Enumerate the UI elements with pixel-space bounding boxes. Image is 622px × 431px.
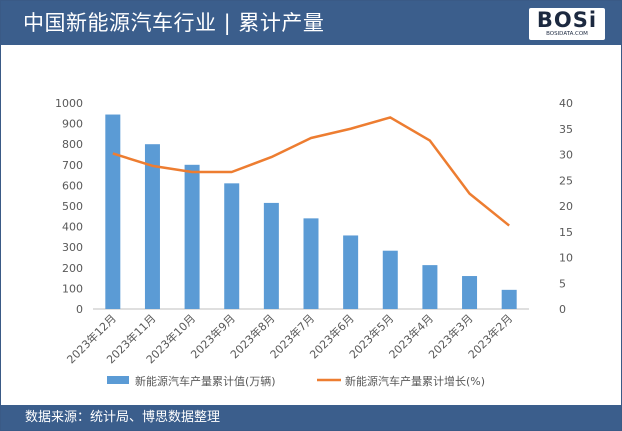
bar	[422, 265, 438, 309]
left-tick-label: 800	[62, 138, 83, 151]
left-tick-label: 100	[62, 282, 83, 295]
line-series	[112, 116, 510, 227]
right-axis-ticks: 0 5 10 15 20 25 30 35 40	[559, 97, 573, 316]
left-tick-label: 0	[76, 303, 83, 316]
bar	[263, 202, 279, 309]
left-tick-label: 700	[62, 159, 83, 172]
brand-logo: BOSi BOSIDATA.COM	[529, 8, 605, 40]
right-tick-label: 25	[559, 174, 573, 187]
legend-bar-swatch	[107, 376, 129, 384]
left-tick-label: 300	[62, 241, 83, 254]
right-tick-label: 30	[559, 149, 573, 162]
bar	[501, 289, 517, 309]
bar-series	[105, 114, 517, 309]
right-tick-label: 40	[559, 97, 573, 110]
left-axis-ticks: 0 100 200 300 400 500 600 700 800 900 1000	[55, 97, 83, 316]
legend-bar-label: 新能源汽车产量累计值(万辆)	[135, 374, 276, 388]
legend-line-label: 新能源汽车产量累计增长(%)	[345, 374, 485, 388]
left-tick-label: 900	[62, 118, 83, 131]
bar	[105, 114, 121, 309]
chart-svg: 0 100 200 300 400 500 600 700 800 900 1000 0 5 10 15 2…	[55, 97, 573, 388]
bar	[224, 183, 240, 309]
bar	[144, 144, 160, 309]
left-tick-label: 1000	[55, 97, 83, 110]
left-tick-label: 400	[62, 221, 83, 234]
page-title: 中国新能源汽车行业 | 累计产量	[23, 11, 325, 35]
footer-bar: 数据来源：统计局、博思数据整理	[1, 405, 621, 430]
right-tick-label: 20	[559, 200, 573, 213]
bar	[462, 276, 478, 309]
logo-subtext: BOSIDATA.COM	[546, 31, 588, 37]
right-tick-label: 0	[559, 303, 566, 316]
header-bar: 中国新能源汽车行业 | 累计产量 BOSi BOSIDATA.COM	[1, 1, 621, 45]
right-tick-label: 5	[559, 277, 566, 290]
left-tick-label: 200	[62, 262, 83, 275]
logo-text: BOSi	[536, 8, 598, 32]
right-tick-label: 35	[559, 123, 573, 136]
right-tick-label: 15	[559, 226, 573, 239]
bar	[303, 218, 319, 309]
bar	[382, 250, 398, 309]
bar	[343, 235, 359, 309]
left-tick-label: 500	[62, 200, 83, 213]
data-source: 数据来源：统计局、博思数据整理	[25, 410, 221, 425]
right-tick-label: 10	[559, 252, 573, 265]
growth-line	[112, 116, 510, 227]
bar	[184, 164, 200, 309]
x-axis-labels: 2023年12月2023年11月2023年10月2023年9月2023年8月20…	[64, 311, 516, 366]
legend: 新能源汽车产量累计值(万辆) 新能源汽车产量累计增长(%)	[107, 374, 485, 388]
left-tick-label: 600	[62, 179, 83, 192]
